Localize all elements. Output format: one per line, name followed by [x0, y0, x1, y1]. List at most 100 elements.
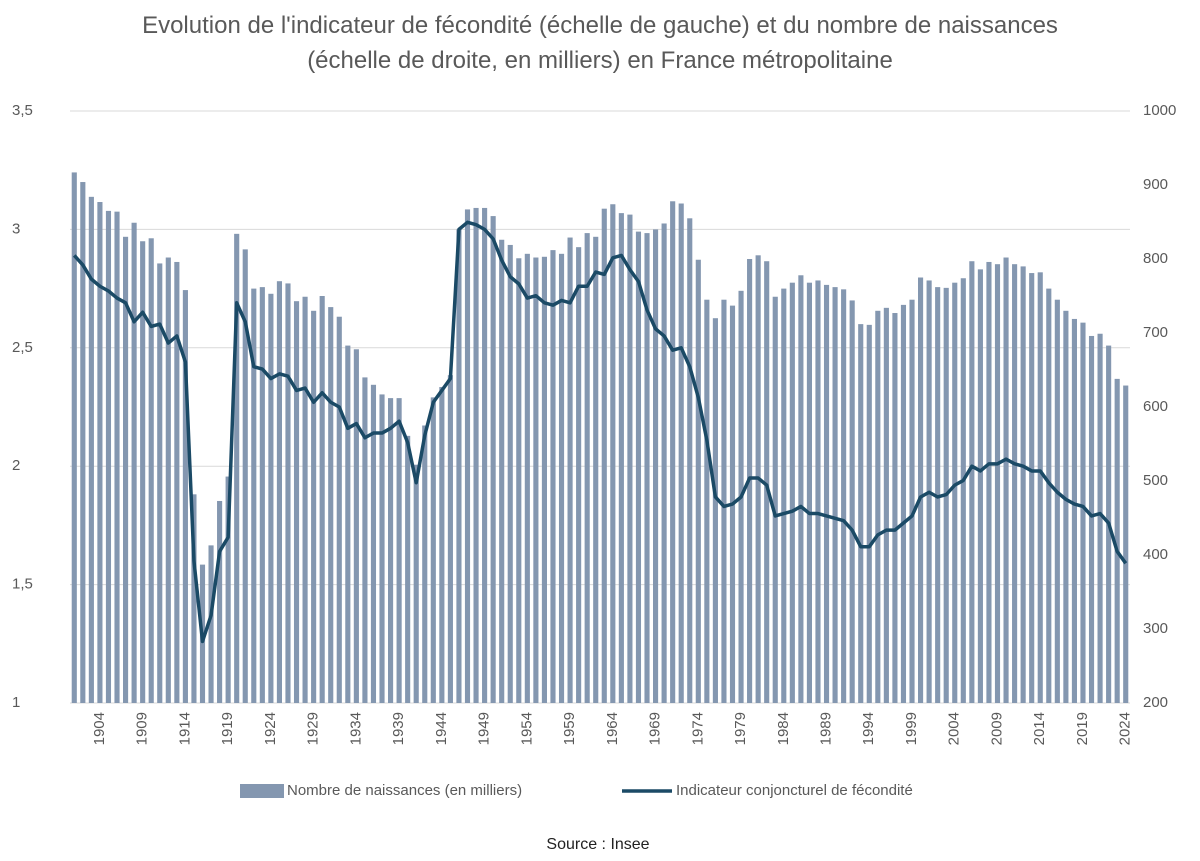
- bar: [892, 313, 898, 703]
- bar: [1080, 322, 1086, 703]
- bar: [293, 301, 300, 703]
- x-tick-label: 1944: [433, 712, 450, 745]
- bar: [105, 210, 112, 703]
- y-tick-label: 3,5: [12, 102, 33, 119]
- bar: [276, 281, 282, 703]
- y2-tick-label: 200: [1143, 694, 1168, 711]
- bar: [635, 231, 642, 703]
- y2-tick-label: 1000: [1143, 102, 1176, 119]
- bar: [994, 264, 1001, 703]
- bar: [422, 425, 428, 703]
- bar: [576, 247, 582, 703]
- bar: [815, 280, 821, 703]
- bar: [960, 278, 966, 703]
- bar: [969, 261, 975, 703]
- bar: [370, 384, 377, 703]
- bar: [1114, 378, 1120, 703]
- bar: [353, 349, 359, 703]
- bar: [88, 196, 94, 703]
- bar: [670, 201, 676, 703]
- bar: [789, 282, 795, 703]
- chart-title: Evolution de l'indicateur de fécondité (…: [142, 12, 1058, 74]
- bar: [1003, 257, 1009, 703]
- bar: [875, 310, 881, 703]
- y-tick-label: 2: [12, 457, 20, 474]
- bar: [558, 253, 565, 703]
- bar: [311, 310, 317, 703]
- bar: [157, 263, 163, 703]
- bar: [71, 172, 77, 704]
- bar: [1046, 288, 1052, 703]
- bar: [473, 207, 479, 703]
- bar: [482, 207, 488, 703]
- bar: [165, 257, 171, 703]
- y2-tick-label: 700: [1143, 324, 1168, 341]
- bar: [259, 287, 265, 703]
- bar: [1029, 273, 1035, 703]
- bar: [653, 229, 659, 703]
- x-tick-label: 1949: [476, 712, 493, 745]
- bar: [336, 316, 342, 703]
- bar: [704, 299, 710, 703]
- bar: [148, 238, 154, 703]
- x-tick-label: 1969: [647, 712, 664, 745]
- bar: [499, 239, 505, 703]
- bar: [405, 435, 411, 703]
- x-tick-label: 1954: [518, 712, 535, 745]
- bar: [1123, 385, 1129, 703]
- bar: [618, 213, 624, 703]
- bar: [601, 208, 607, 703]
- bar: [123, 236, 129, 704]
- bar: [1012, 264, 1018, 703]
- bar: [567, 237, 573, 704]
- bar: [285, 283, 291, 703]
- bar: [678, 203, 684, 703]
- bar: [97, 202, 103, 703]
- bar: [388, 398, 394, 703]
- bar: [131, 222, 137, 704]
- bar: [712, 318, 718, 703]
- y2-tick-label: 400: [1143, 546, 1168, 563]
- bar: [1088, 335, 1095, 703]
- bar: [379, 394, 385, 703]
- x-tick-label: 1959: [561, 712, 578, 745]
- bar: [866, 324, 872, 703]
- x-tick-label: 1994: [860, 712, 877, 745]
- bar: [533, 257, 539, 703]
- x-tick-label: 1919: [219, 712, 236, 745]
- bar: [986, 261, 992, 703]
- bar: [841, 289, 847, 703]
- bar: [1071, 318, 1077, 703]
- bar: [191, 494, 197, 703]
- bar: [490, 216, 496, 703]
- bar: [208, 545, 214, 703]
- x-tick-label: 1909: [134, 712, 151, 745]
- x-tick-label: 2004: [946, 712, 963, 745]
- bar: [849, 300, 855, 703]
- bar: [242, 249, 248, 703]
- legend-label: Indicateur conjoncturel de fécondité: [676, 782, 913, 799]
- bar: [439, 387, 445, 703]
- legend-swatch: [240, 784, 284, 798]
- y2-tick-label: 800: [1143, 250, 1168, 267]
- x-tick-label: 1974: [689, 712, 706, 745]
- source-note: Source : Insee: [546, 836, 649, 853]
- bar: [302, 296, 308, 703]
- bar: [909, 299, 915, 703]
- bar: [832, 287, 838, 703]
- bar: [721, 299, 727, 703]
- x-tick-label: 1924: [262, 712, 279, 745]
- bar: [764, 261, 770, 703]
- bar: [114, 211, 120, 703]
- x-tick-label: 1904: [91, 712, 108, 745]
- bar: [610, 204, 616, 704]
- bar: [644, 233, 650, 703]
- bar: [413, 464, 419, 703]
- bar: [858, 324, 864, 703]
- y2-tick-label: 300: [1143, 620, 1168, 637]
- bar: [541, 256, 547, 703]
- y-tick-label: 2,5: [12, 339, 33, 356]
- bar: [182, 290, 188, 703]
- bar: [328, 307, 334, 703]
